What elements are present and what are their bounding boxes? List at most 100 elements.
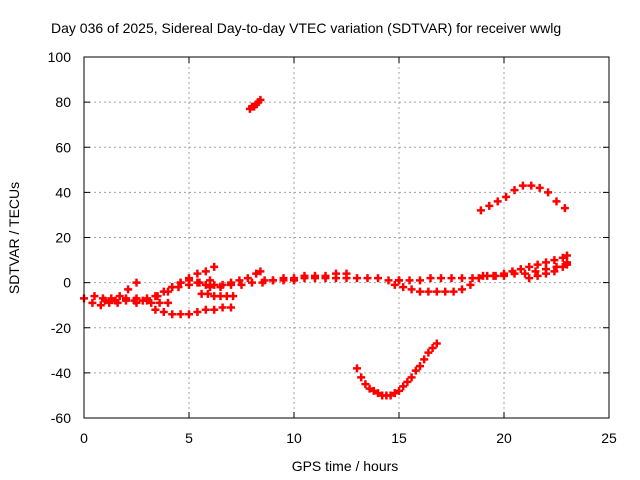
data-point (420, 355, 429, 364)
data-point (563, 251, 571, 260)
data-point (558, 253, 567, 262)
y-tick-label: 0 (63, 275, 71, 291)
data-point (416, 362, 424, 371)
data-point (300, 271, 309, 280)
series-arc-i (260, 269, 351, 285)
data-point (510, 186, 519, 195)
data-point (500, 269, 508, 278)
data-point (531, 267, 540, 276)
data-point (243, 274, 252, 283)
data-point (210, 280, 219, 289)
series-arc-j (245, 95, 265, 113)
data-point (407, 373, 416, 382)
data-point (365, 384, 374, 393)
series-arc-p (476, 181, 569, 215)
data-point (384, 276, 393, 285)
data-point (390, 389, 399, 398)
data-point (193, 278, 202, 287)
data-point (210, 305, 219, 314)
data-point (424, 287, 433, 296)
data-point (405, 276, 414, 285)
data-point (237, 280, 246, 289)
series-arc-f (168, 267, 265, 292)
data-point (550, 256, 559, 265)
y-tick-label: 80 (55, 94, 71, 110)
data-point (342, 269, 351, 278)
data-point (491, 271, 500, 280)
data-point (164, 298, 172, 307)
data-point (155, 298, 164, 307)
data-point (201, 280, 210, 289)
y-tick-label: 40 (55, 184, 71, 200)
data-point (361, 380, 370, 389)
data-point (560, 204, 569, 213)
data-point (411, 366, 420, 375)
series-arc-o (525, 258, 571, 283)
data-point (260, 276, 269, 285)
y-tick-label: 60 (55, 139, 71, 155)
data-point (399, 283, 408, 292)
data-point (525, 262, 534, 271)
x-tick-label: 0 (80, 430, 88, 446)
data-point (458, 274, 466, 283)
data-point (203, 289, 212, 298)
data-point (424, 348, 433, 357)
x-tick-label: 15 (391, 430, 407, 446)
data-point (502, 192, 511, 201)
data-point (437, 274, 445, 283)
data-point (474, 274, 483, 283)
grid-layer (84, 57, 609, 418)
data-point (407, 285, 416, 294)
data-point (227, 303, 235, 312)
data-point (558, 262, 567, 271)
data-point (164, 287, 172, 296)
data-point (147, 298, 156, 307)
data-point (369, 386, 378, 395)
data-point (122, 294, 130, 303)
data-point (542, 269, 550, 278)
data-point (518, 181, 527, 190)
data-point (193, 269, 202, 278)
data-point (357, 373, 366, 382)
data-point (235, 276, 244, 285)
data-point (311, 271, 319, 280)
series-arc-k (353, 339, 441, 400)
data-point (353, 364, 361, 373)
data-point (525, 274, 534, 283)
data-point (279, 274, 288, 283)
y-tick-label: 20 (55, 230, 71, 246)
data-point (256, 95, 265, 104)
data-point (101, 296, 109, 305)
series-arc-l (390, 280, 475, 296)
data-point (441, 287, 450, 296)
data-point (168, 283, 177, 292)
data-point (252, 269, 261, 278)
data-point (90, 292, 99, 301)
data-point (201, 305, 210, 314)
data-point (227, 280, 235, 289)
data-point (447, 274, 456, 283)
data-point (206, 276, 214, 285)
data-point (374, 389, 382, 398)
y-tick-label: -60 (51, 410, 71, 426)
data-point (426, 274, 435, 283)
data-point (332, 269, 340, 278)
series-arc-d (132, 276, 214, 307)
data-point (416, 276, 424, 285)
data-point (206, 283, 214, 292)
data-point (107, 294, 116, 303)
x-tick-label: 10 (286, 430, 302, 446)
axis-ticks-layer: 0 5 10 15 20 25 -60 -40 -20 0 20 40 60 80 100 (48, 49, 617, 446)
data-point (483, 271, 492, 280)
series-arc-g (197, 289, 238, 301)
series-arc-e (151, 303, 235, 319)
data-point (96, 301, 105, 310)
data-point (153, 292, 162, 301)
series-arc-n (474, 251, 571, 283)
y-tick-label: 100 (48, 49, 72, 65)
data-point (151, 305, 160, 314)
data-point (399, 382, 408, 391)
data-point (516, 265, 525, 274)
